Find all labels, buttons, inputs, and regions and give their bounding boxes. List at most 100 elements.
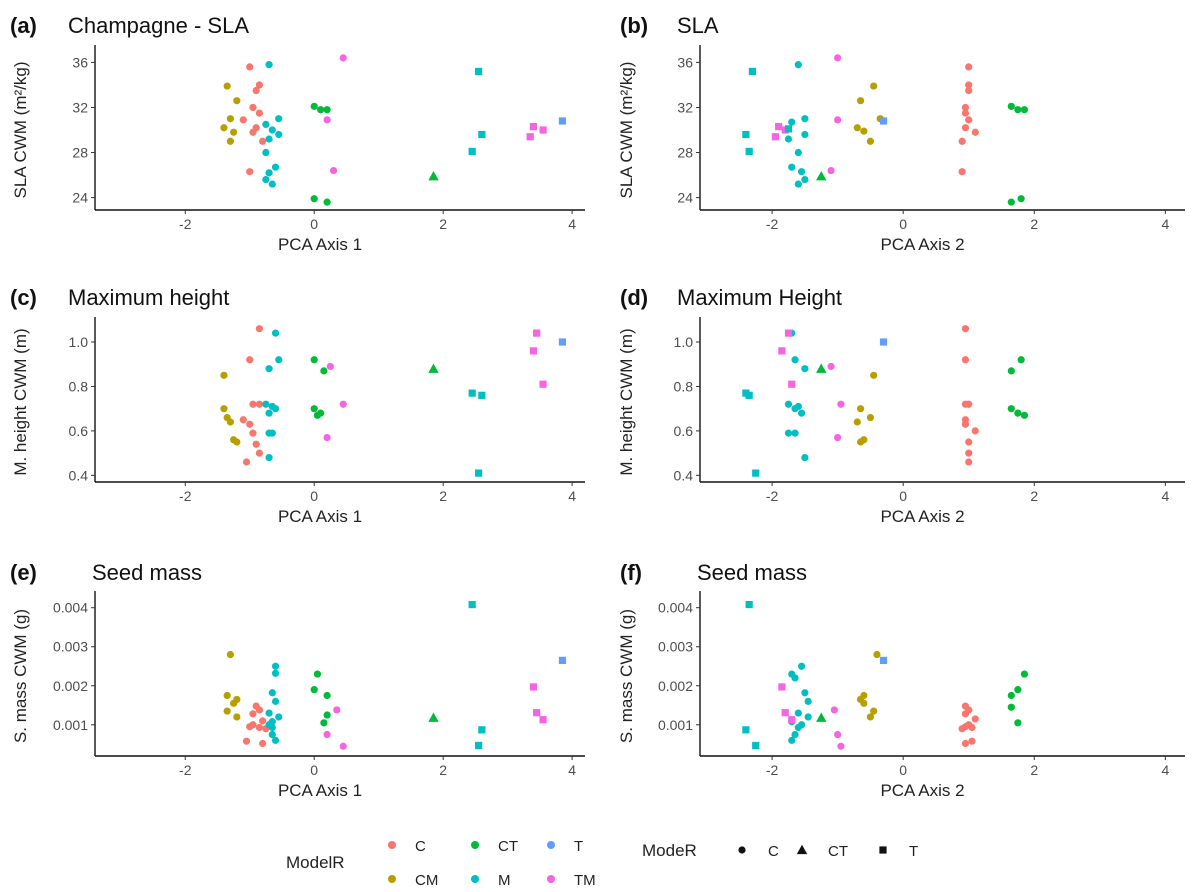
data-point-tm-circle <box>830 706 838 714</box>
data-point-m-square <box>742 726 750 734</box>
x-axis-title: PCA Axis 1 <box>278 507 362 526</box>
data-point-cm-circle <box>853 124 861 132</box>
data-point-m-circle <box>268 723 276 732</box>
data-point-tm-square <box>788 716 796 724</box>
data-point-cm-circle <box>870 82 878 90</box>
panel-letter: (e) <box>10 560 37 585</box>
data-point-ct-circle <box>1007 703 1015 711</box>
data-point-tm-circle <box>837 742 845 750</box>
y-axis-title: S. mass CWM (g) <box>617 609 636 743</box>
x-tick-label: 0 <box>899 762 907 778</box>
x-tick-label: 0 <box>899 488 907 504</box>
data-point-tm-circle <box>339 400 347 408</box>
panel-letter: (c) <box>10 285 37 310</box>
y-tick-label: 32 <box>72 99 88 115</box>
data-point-c-circle <box>242 458 251 466</box>
legend-shape-triangle <box>796 844 808 855</box>
data-point-m-square <box>752 469 760 477</box>
x-tick-label: -2 <box>766 762 779 778</box>
data-point-c-circle <box>965 63 973 71</box>
data-point-c-circle <box>971 128 979 136</box>
data-point-m-circle <box>791 405 799 413</box>
x-tick-label: -2 <box>179 762 192 778</box>
data-point-c-circle <box>958 725 966 733</box>
panel-title: Seed mass <box>697 560 807 585</box>
x-axis-title: PCA Axis 2 <box>880 781 964 800</box>
data-point-ct-circle <box>310 195 318 203</box>
data-point-ct-circle <box>1014 106 1022 114</box>
data-point-tm-square <box>539 716 547 724</box>
data-point-c-circle <box>246 723 254 731</box>
data-point-m-circle <box>275 130 283 139</box>
y-tick-label: 0.003 <box>53 639 88 655</box>
data-point-c-circle <box>246 168 254 176</box>
y-tick-label: 0.4 <box>674 467 694 483</box>
data-point-m-circle <box>791 674 799 682</box>
data-point-m-square <box>475 67 483 76</box>
data-point-tm-circle <box>834 433 842 442</box>
data-point-tm-square <box>788 380 796 388</box>
data-point-cm-circle <box>860 699 868 707</box>
data-point-t-square <box>558 338 567 346</box>
data-point-c-circle <box>971 715 979 723</box>
data-point-m-circle <box>788 118 796 126</box>
panel-title: SLA <box>677 13 719 38</box>
y-tick-label: 28 <box>72 145 88 161</box>
x-tick-label: 4 <box>1161 216 1169 232</box>
data-point-tm-circle <box>323 433 331 442</box>
data-point-c-circle <box>239 116 247 124</box>
data-point-c-circle <box>246 420 254 428</box>
legend-shape-label-ct: CT <box>828 843 848 860</box>
data-point-ct-circle <box>1020 670 1029 678</box>
y-tick-label: 0.6 <box>674 423 694 439</box>
y-tick-label: 1.0 <box>69 334 89 350</box>
data-point-m-circle <box>794 180 802 188</box>
y-axis-title: S. mass CWM (g) <box>11 609 30 743</box>
x-tick-label: 4 <box>568 762 576 778</box>
x-tick-label: 4 <box>1161 488 1169 504</box>
x-tick-label: -2 <box>179 488 192 504</box>
legend-key-tm <box>547 875 555 883</box>
y-tick-label: 0.002 <box>658 678 693 694</box>
data-point-ct-circle <box>1007 198 1015 206</box>
data-point-m-circle <box>791 429 799 437</box>
data-point-m-circle <box>797 662 806 670</box>
y-tick-label: 0.004 <box>53 600 88 616</box>
data-point-cm-circle <box>233 438 241 446</box>
data-point-t-square <box>558 117 567 125</box>
data-point-tm-circle <box>339 54 347 62</box>
data-point-ct-circle <box>310 356 318 364</box>
data-point-tm-circle <box>326 362 334 371</box>
data-point-m-circle <box>801 130 809 139</box>
data-point-tm-circle <box>323 730 331 739</box>
data-point-m-circle <box>265 709 273 717</box>
data-point-ct-triangle <box>816 363 827 373</box>
panel-letter: (f) <box>620 560 642 585</box>
data-point-cm-circle <box>853 418 861 426</box>
y-tick-label: 36 <box>72 54 88 70</box>
data-point-tm-square <box>784 329 793 337</box>
data-point-cm-circle <box>220 405 228 413</box>
data-point-tm-square <box>526 133 534 141</box>
data-point-c-circle <box>242 737 251 745</box>
data-point-ct-circle <box>320 367 328 375</box>
legend-label-ct: CT <box>498 838 518 855</box>
data-point-cm-circle <box>220 371 228 379</box>
data-point-m-square <box>478 726 486 734</box>
y-tick-label: 0.001 <box>53 717 88 733</box>
data-point-m-circle <box>262 120 270 128</box>
data-point-ct-circle <box>323 106 331 114</box>
data-point-m-circle <box>265 61 273 69</box>
data-point-tm-circle <box>834 116 842 124</box>
data-point-c-circle <box>255 706 264 714</box>
x-tick-label: 2 <box>1030 762 1038 778</box>
x-tick-label: 2 <box>1030 216 1038 232</box>
data-point-cm-circle <box>226 418 234 426</box>
data-point-m-circle <box>794 148 802 157</box>
y-axis-title: M. height CWM (m) <box>617 328 636 475</box>
data-point-ct-triangle <box>428 170 439 181</box>
data-point-tm-square <box>771 133 779 141</box>
data-point-m-circle <box>275 713 283 721</box>
y-tick-label: 0.002 <box>53 678 88 694</box>
